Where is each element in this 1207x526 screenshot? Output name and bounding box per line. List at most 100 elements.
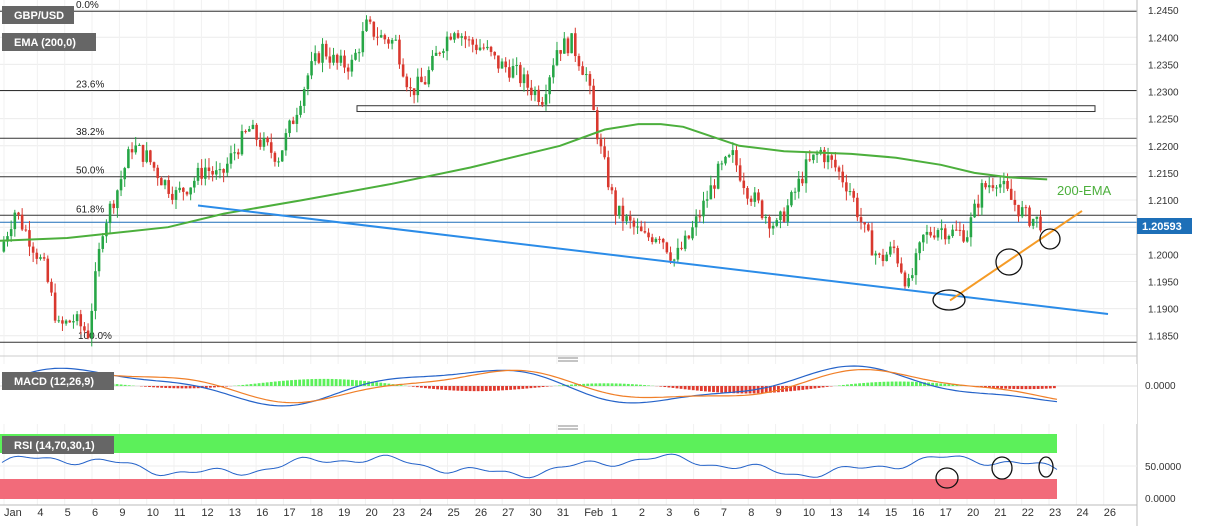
candle-body bbox=[815, 153, 819, 155]
candle-body bbox=[874, 253, 877, 256]
macd-histogram-bar bbox=[448, 386, 452, 391]
macd-histogram-bar bbox=[241, 384, 245, 386]
macd-histogram-bar bbox=[501, 386, 504, 391]
candle-body bbox=[251, 124, 255, 129]
candle-body bbox=[471, 39, 475, 45]
candle-body bbox=[665, 242, 669, 253]
candle-body bbox=[467, 39, 471, 41]
macd-histogram-bar bbox=[935, 383, 939, 386]
ema-line bbox=[0, 123, 1048, 242]
candle-body bbox=[563, 38, 566, 54]
candle-body bbox=[724, 156, 727, 164]
macd-histogram-bar bbox=[322, 378, 326, 386]
macd-histogram-bar bbox=[310, 379, 314, 386]
candle-body bbox=[606, 157, 610, 188]
rsi-highlight-circle bbox=[1038, 456, 1054, 478]
candle-body bbox=[753, 192, 757, 202]
highlight-circle bbox=[995, 248, 1023, 276]
price-panel bbox=[0, 0, 1137, 352]
macd-histogram-bar bbox=[988, 386, 991, 388]
macd-histogram-bar bbox=[217, 386, 220, 388]
time-tick-label: 15 bbox=[885, 507, 897, 519]
candle-body bbox=[552, 65, 555, 78]
macd-histogram-bar bbox=[480, 386, 484, 392]
time-tick-label: 27 bbox=[502, 507, 514, 519]
price-tick-label: 1.1850 bbox=[1148, 332, 1179, 343]
macd-histogram-bar bbox=[793, 386, 797, 391]
macd-histogram-bar bbox=[314, 378, 318, 386]
candle-body bbox=[116, 190, 119, 209]
rsi-highlight-circle bbox=[991, 456, 1013, 480]
candle-body bbox=[702, 200, 705, 217]
macd-histogram-bar bbox=[144, 386, 147, 387]
candle-body bbox=[705, 199, 709, 201]
candle-body bbox=[768, 216, 771, 229]
macd-histogram-bar bbox=[1024, 386, 1028, 390]
macd-histogram-bar bbox=[728, 386, 732, 394]
candle-body bbox=[1035, 216, 1039, 219]
macd-histogram-bar bbox=[334, 379, 338, 386]
candle-body bbox=[152, 162, 156, 168]
candle-body bbox=[90, 310, 94, 339]
macd-badge bbox=[2, 372, 114, 390]
macd-histogram-bar bbox=[330, 378, 334, 386]
candle-body bbox=[933, 235, 936, 238]
fib-label: 61.8% bbox=[76, 204, 104, 215]
macd-tick: 0.0000 bbox=[1145, 381, 1176, 392]
macd-histogram-bar bbox=[594, 383, 598, 386]
candle-body bbox=[760, 200, 764, 219]
macd-histogram-bar bbox=[695, 386, 699, 391]
candle-body bbox=[694, 216, 698, 228]
macd-histogram-bar bbox=[1012, 386, 1016, 389]
resize-handle[interactable] bbox=[558, 425, 578, 430]
candle-body bbox=[108, 203, 112, 224]
candle-body bbox=[892, 246, 896, 249]
candle-body bbox=[200, 167, 203, 179]
candle-body bbox=[566, 38, 570, 54]
candle-body bbox=[456, 33, 460, 38]
candle-body bbox=[976, 203, 980, 208]
candle-body bbox=[713, 185, 716, 189]
candle-body bbox=[449, 36, 453, 40]
candle-body bbox=[105, 223, 108, 237]
macd-histogram-bar bbox=[574, 384, 577, 386]
macd-histogram-bar bbox=[363, 380, 366, 386]
candle-body bbox=[475, 44, 478, 51]
macd-histogram-bar bbox=[1016, 386, 1020, 390]
macd-histogram-bar bbox=[789, 386, 793, 392]
candle-body bbox=[570, 33, 573, 54]
candle-body bbox=[595, 110, 599, 140]
candle-body bbox=[749, 198, 753, 202]
time-tick-label: 17 bbox=[940, 507, 952, 519]
macd-histogram-bar bbox=[943, 383, 947, 386]
candle-body bbox=[339, 55, 343, 63]
macd-histogram-bar bbox=[744, 386, 748, 394]
candle-body bbox=[958, 229, 962, 231]
candle-body bbox=[687, 235, 691, 239]
macd-histogram-bar bbox=[476, 386, 480, 392]
candle-body bbox=[654, 238, 658, 243]
candle-body bbox=[738, 165, 742, 181]
candle-body bbox=[771, 225, 775, 229]
macd-histogram-bar bbox=[424, 386, 427, 389]
resize-handle[interactable] bbox=[558, 357, 578, 362]
time-tick-label: 21 bbox=[994, 507, 1006, 519]
candle-body bbox=[464, 36, 467, 40]
macd-histogram-bar bbox=[870, 382, 874, 386]
candle-body bbox=[174, 190, 178, 200]
candle-body bbox=[72, 321, 75, 323]
candle-body bbox=[412, 88, 416, 96]
candle-body bbox=[735, 150, 738, 166]
candle-body bbox=[691, 227, 694, 239]
macd-histogram-bar bbox=[996, 386, 999, 389]
candle-body bbox=[269, 142, 273, 153]
candle-body bbox=[398, 39, 401, 65]
macd-histogram-bar bbox=[545, 386, 549, 387]
rsi-badge bbox=[2, 436, 114, 454]
time-tick-label: 20 bbox=[967, 507, 979, 519]
macd-histogram-bar bbox=[618, 383, 622, 386]
candle-body bbox=[46, 258, 50, 282]
macd-histogram-bar bbox=[777, 386, 780, 393]
macd-histogram-bar bbox=[119, 384, 123, 386]
